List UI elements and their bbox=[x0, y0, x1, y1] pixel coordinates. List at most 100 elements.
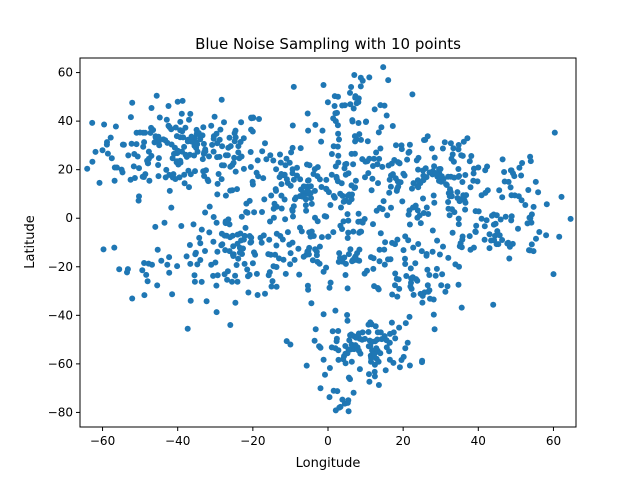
scatter-point bbox=[345, 217, 352, 224]
scatter-point bbox=[502, 213, 509, 220]
scatter-point bbox=[154, 246, 161, 253]
scatter-point bbox=[420, 172, 427, 179]
scatter-point bbox=[348, 358, 355, 365]
scatter-point bbox=[339, 396, 346, 403]
scatter-point bbox=[377, 350, 384, 357]
scatter-point bbox=[316, 260, 323, 267]
scatter-point bbox=[446, 212, 453, 219]
scatter-point bbox=[352, 342, 359, 349]
scatter-point bbox=[242, 224, 249, 231]
scatter-point bbox=[357, 350, 364, 357]
scatter-point bbox=[443, 181, 450, 188]
scatter-point bbox=[210, 238, 217, 245]
scatter-point bbox=[166, 187, 173, 194]
scatter-point bbox=[191, 278, 198, 285]
scatter-point bbox=[426, 287, 433, 294]
scatter-point bbox=[186, 116, 192, 123]
scatter-point bbox=[492, 220, 499, 227]
scatter-points bbox=[84, 64, 574, 415]
scatter-point bbox=[402, 320, 409, 327]
scatter-point bbox=[450, 158, 457, 165]
scatter-point bbox=[179, 97, 186, 104]
scatter-point bbox=[412, 202, 419, 209]
x-tick-label: 40 bbox=[471, 434, 486, 448]
scatter-point bbox=[551, 129, 558, 136]
scatter-point bbox=[317, 385, 324, 392]
scatter-point bbox=[431, 199, 438, 206]
scatter-point bbox=[282, 270, 289, 277]
x-axis: −60 −40 −20 0 20 40 60 bbox=[90, 427, 561, 448]
scatter-point bbox=[326, 365, 333, 371]
scatter-point bbox=[326, 284, 333, 291]
scatter-point bbox=[336, 136, 342, 143]
scatter-point bbox=[297, 176, 304, 183]
scatter-point bbox=[455, 166, 462, 172]
scatter-point bbox=[129, 99, 136, 106]
scatter-point bbox=[129, 295, 136, 302]
scatter-point bbox=[311, 337, 318, 344]
scatter-point bbox=[148, 105, 155, 111]
scatter-point bbox=[143, 271, 150, 278]
scatter-point bbox=[438, 282, 445, 289]
scatter-point bbox=[345, 408, 352, 415]
scatter-point bbox=[371, 361, 378, 368]
scatter-point bbox=[182, 151, 189, 158]
scatter-point bbox=[317, 344, 324, 351]
scatter-point bbox=[428, 145, 435, 152]
scatter-point bbox=[388, 319, 395, 326]
scatter-point bbox=[488, 237, 495, 244]
scatter-point bbox=[256, 116, 262, 122]
scatter-point bbox=[495, 241, 502, 248]
scatter-point bbox=[141, 139, 148, 146]
scatter-point bbox=[108, 155, 115, 162]
scatter-point bbox=[163, 116, 170, 123]
x-tick-label: 0 bbox=[324, 434, 332, 448]
scatter-point bbox=[380, 64, 387, 71]
scatter-point bbox=[180, 134, 187, 141]
scatter-point bbox=[231, 138, 238, 145]
scatter-point bbox=[282, 162, 289, 169]
scatter-point bbox=[266, 236, 273, 243]
scatter-point bbox=[342, 272, 349, 278]
scatter-point bbox=[374, 336, 381, 343]
scatter-point bbox=[455, 221, 462, 228]
scatter-point bbox=[369, 175, 376, 182]
scatter-point bbox=[515, 225, 521, 232]
scatter-point bbox=[314, 218, 321, 225]
scatter-point bbox=[177, 118, 184, 125]
scatter-point bbox=[204, 176, 211, 183]
scatter-point bbox=[170, 171, 177, 178]
scatter-point bbox=[209, 141, 216, 148]
scatter-point bbox=[240, 236, 247, 243]
scatter-point bbox=[483, 217, 490, 224]
scatter-point bbox=[139, 267, 146, 274]
scatter-point bbox=[420, 195, 426, 202]
scatter-point bbox=[369, 338, 376, 345]
scatter-point bbox=[371, 106, 378, 113]
scatter-point bbox=[330, 387, 337, 394]
scatter-point bbox=[238, 153, 245, 160]
scatter-point bbox=[194, 261, 201, 268]
scatter-point bbox=[389, 123, 396, 129]
scatter-point bbox=[377, 145, 384, 152]
scatter-point bbox=[455, 146, 462, 153]
scatter-point bbox=[107, 134, 114, 141]
scatter-point bbox=[402, 345, 409, 352]
scatter-point bbox=[133, 141, 140, 148]
scatter-point bbox=[234, 278, 241, 285]
scatter-point bbox=[355, 218, 362, 225]
scatter-point bbox=[227, 143, 234, 150]
scatter-point bbox=[482, 167, 489, 174]
scatter-point bbox=[305, 177, 311, 184]
x-tick-label: 60 bbox=[546, 434, 561, 448]
scatter-point bbox=[168, 204, 175, 211]
scatter-point bbox=[405, 237, 412, 244]
scatter-point bbox=[394, 293, 401, 300]
scatter-point bbox=[155, 133, 162, 140]
x-tick-label: −20 bbox=[240, 434, 265, 448]
scatter-point bbox=[337, 254, 343, 261]
scatter-point bbox=[287, 261, 294, 268]
scatter-point bbox=[282, 216, 289, 223]
scatter-point bbox=[278, 192, 285, 199]
scatter-point bbox=[347, 101, 354, 108]
